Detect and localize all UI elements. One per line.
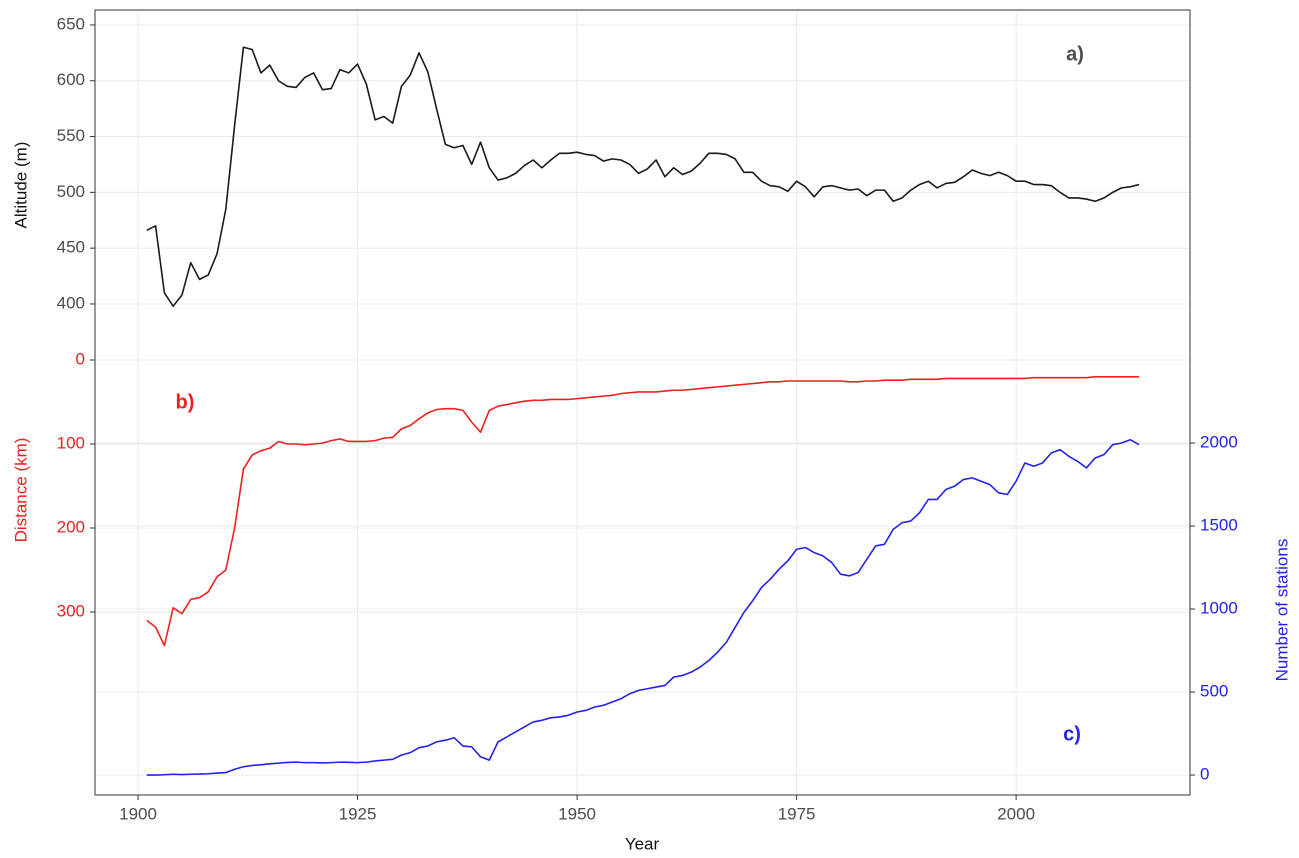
y-tick-label: 200 bbox=[57, 517, 85, 536]
panel-label: b) bbox=[176, 391, 195, 413]
data-line bbox=[146, 46, 1140, 307]
x-tick-label: 1900 bbox=[119, 804, 157, 823]
y-tick-label: 400 bbox=[57, 293, 85, 312]
y-axis-title: Distance (km) bbox=[11, 438, 30, 543]
x-tick-label: 2000 bbox=[997, 804, 1035, 823]
x-axis-title: Year bbox=[625, 834, 660, 853]
y-tick-label: 1500 bbox=[1200, 516, 1238, 535]
y-tick-label: 2000 bbox=[1200, 432, 1238, 451]
x-tick-label: 1950 bbox=[558, 804, 596, 823]
y-tick-label: 500 bbox=[1200, 682, 1228, 701]
y-tick-label: 0 bbox=[1200, 765, 1209, 784]
data-line bbox=[146, 438, 1140, 776]
panel-label: c) bbox=[1063, 723, 1081, 745]
y-axis-title: Number of stations bbox=[1272, 539, 1291, 682]
x-tick-label: 1925 bbox=[339, 804, 377, 823]
y-tick-label: 1000 bbox=[1200, 599, 1238, 618]
y-tick-label: 100 bbox=[57, 433, 85, 452]
y-tick-label: 600 bbox=[57, 70, 85, 89]
plot-frame bbox=[94, 9, 1191, 796]
y-tick-label: 550 bbox=[57, 126, 85, 145]
y-tick-label: 450 bbox=[57, 238, 85, 257]
y-tick-label: 0 bbox=[76, 349, 85, 368]
y-tick-label: 500 bbox=[57, 182, 85, 201]
y-tick-label: 300 bbox=[57, 601, 85, 620]
y-axis-title: Altitude (m) bbox=[11, 142, 30, 229]
x-tick-label: 1975 bbox=[778, 804, 816, 823]
data-line bbox=[146, 376, 1140, 647]
panel-label: a) bbox=[1066, 43, 1084, 65]
y-tick-label: 650 bbox=[57, 14, 85, 33]
